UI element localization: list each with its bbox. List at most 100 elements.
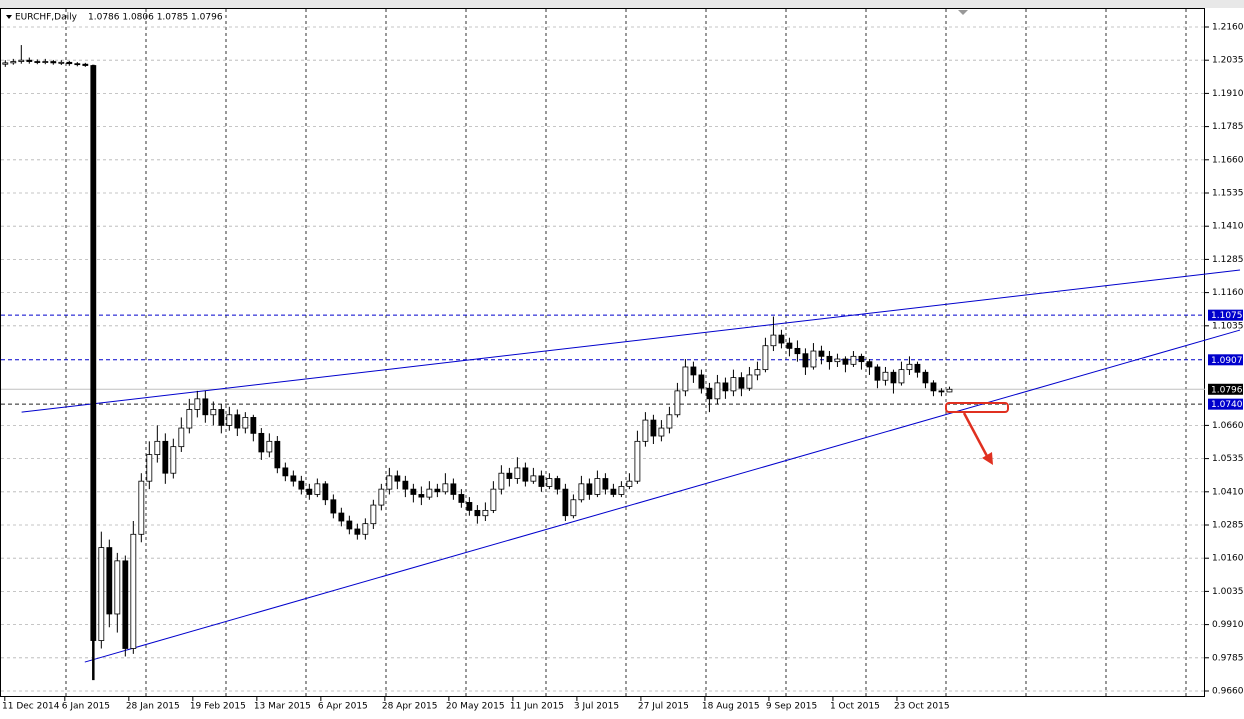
candle-body bbox=[722, 382, 729, 392]
candle-body bbox=[410, 488, 417, 495]
y-tick-label: 0.9660 bbox=[1212, 686, 1244, 696]
y-tick-label: 1.0535 bbox=[1212, 454, 1244, 464]
candle-body bbox=[834, 358, 841, 363]
x-tick-label: 27 Jul 2015 bbox=[638, 702, 689, 712]
candle-body bbox=[394, 475, 401, 482]
y-tick-label: 1.0285 bbox=[1212, 520, 1244, 530]
y-tick-label: 1.2035 bbox=[1212, 56, 1244, 66]
candle-body bbox=[586, 483, 593, 495]
candle-body bbox=[810, 350, 817, 368]
candle-body bbox=[218, 409, 225, 426]
candle-body bbox=[786, 342, 793, 349]
candle-body bbox=[234, 414, 241, 429]
x-tick-label: 1 Oct 2015 bbox=[830, 702, 880, 712]
candle-body bbox=[450, 483, 457, 495]
level-box bbox=[1208, 309, 1243, 321]
candle-body bbox=[322, 483, 329, 501]
x-tick-label: 3 Jul 2015 bbox=[574, 702, 619, 712]
candle-body bbox=[650, 419, 657, 437]
level-label: 1.1075 bbox=[1211, 311, 1243, 321]
x-tick-label: 20 May 2015 bbox=[446, 702, 505, 712]
candle-body bbox=[530, 475, 537, 482]
candle-body bbox=[266, 440, 273, 453]
candle-body bbox=[522, 467, 529, 482]
candle-body bbox=[538, 475, 545, 487]
x-tick-label: 19 Feb 2015 bbox=[190, 702, 246, 712]
candle-body bbox=[386, 475, 393, 490]
level-label: 1.0740 bbox=[1211, 400, 1243, 410]
x-tick-label: 6 Jan 2015 bbox=[62, 702, 110, 712]
level-label: 1.0907 bbox=[1211, 356, 1243, 366]
candle-body bbox=[730, 377, 737, 392]
candle-body bbox=[258, 432, 265, 453]
annotation-box bbox=[945, 402, 1009, 413]
candle-body bbox=[18, 59, 25, 62]
candle-body bbox=[306, 488, 313, 495]
y-tick-label: 1.0160 bbox=[1212, 554, 1244, 564]
toolbar-strip bbox=[0, 0, 1244, 8]
candle-body bbox=[498, 472, 505, 490]
candle-body bbox=[562, 488, 569, 517]
candle-body bbox=[642, 419, 649, 442]
candle-body bbox=[898, 369, 905, 384]
candle-body bbox=[426, 488, 433, 498]
candle-body bbox=[178, 427, 185, 448]
y-tick-label: 0.9910 bbox=[1212, 620, 1244, 630]
candle-body bbox=[554, 478, 561, 490]
candle-body bbox=[682, 366, 689, 392]
candle-body bbox=[546, 478, 553, 487]
candle-body bbox=[362, 523, 369, 535]
candle-body bbox=[626, 480, 633, 487]
candle-body bbox=[690, 366, 697, 376]
candle-body bbox=[290, 475, 297, 482]
current-price-box bbox=[1208, 383, 1243, 395]
candle-body bbox=[42, 61, 49, 63]
candle-body bbox=[186, 409, 193, 429]
candle-body bbox=[922, 371, 929, 384]
trend-line bbox=[84, 329, 1241, 663]
candle-body bbox=[698, 374, 705, 389]
candle-body bbox=[58, 61, 65, 64]
candle-body bbox=[122, 560, 129, 649]
header-arrow[interactable] bbox=[6, 15, 12, 19]
x-tick-label: 11 Dec 2014 bbox=[2, 702, 60, 712]
symbol-title: EURCHF,Daily bbox=[15, 13, 78, 23]
candle-body bbox=[434, 488, 441, 493]
y-tick-label: 1.0660 bbox=[1212, 421, 1244, 431]
scroll-marker bbox=[958, 10, 968, 15]
candle-body bbox=[946, 388, 953, 393]
y-tick-label: 1.1535 bbox=[1212, 189, 1244, 199]
candle-body bbox=[618, 486, 625, 495]
candle-body bbox=[850, 355, 857, 365]
candle-body bbox=[762, 345, 769, 371]
plot-area bbox=[0, 8, 1205, 697]
candle-body bbox=[882, 371, 889, 381]
x-tick-label: 23 Oct 2015 bbox=[894, 702, 950, 712]
candle-body bbox=[506, 472, 513, 479]
x-tick-label: 6 Apr 2015 bbox=[318, 702, 368, 712]
candle-body bbox=[770, 334, 777, 347]
candle-body bbox=[202, 398, 209, 416]
candle-body bbox=[826, 355, 833, 363]
candle-body bbox=[474, 509, 481, 517]
candle-body bbox=[66, 61, 73, 65]
candle-body bbox=[114, 560, 121, 615]
candle-body bbox=[570, 499, 577, 517]
level-box bbox=[1208, 354, 1243, 366]
candle-body bbox=[26, 59, 33, 62]
candle-body bbox=[298, 480, 305, 490]
candle-body bbox=[338, 512, 345, 522]
candle-body bbox=[490, 488, 497, 511]
candle-body bbox=[2, 62, 9, 65]
candle-body bbox=[482, 509, 489, 517]
candle-body bbox=[746, 374, 753, 389]
candle-body bbox=[34, 61, 41, 63]
candle-body bbox=[674, 390, 681, 416]
y-tick-label: 1.0410 bbox=[1212, 487, 1244, 497]
y-tick-label: 1.2160 bbox=[1212, 23, 1244, 33]
candle-body bbox=[610, 488, 617, 495]
candle-body bbox=[90, 65, 97, 641]
level-box bbox=[1208, 398, 1243, 410]
